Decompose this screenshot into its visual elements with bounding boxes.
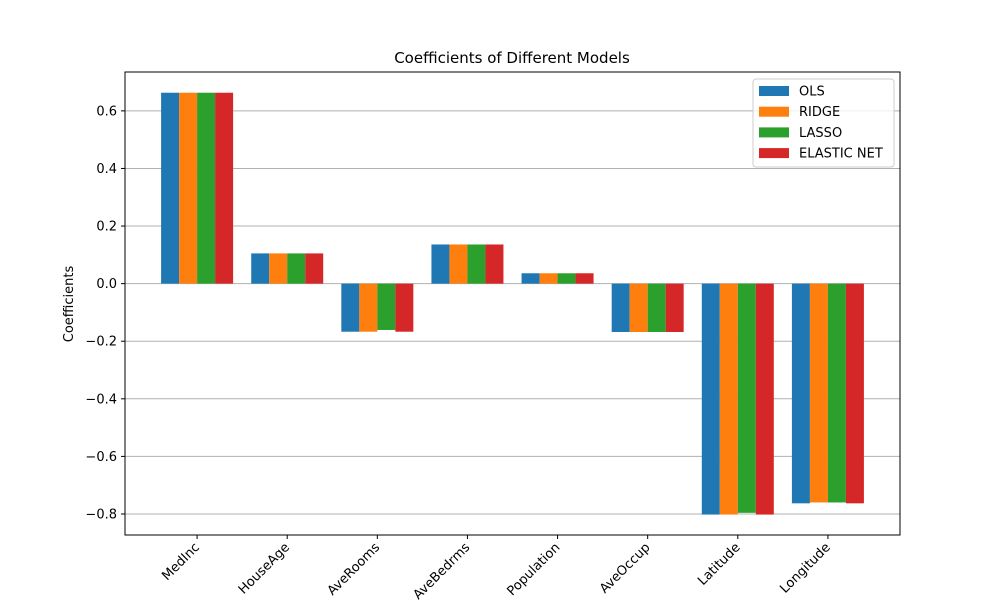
bar xyxy=(521,273,540,284)
x-tick-label: HouseAge xyxy=(236,540,293,597)
y-tick-label: −0.2 xyxy=(85,335,117,350)
x-tick-label: AveBedrms xyxy=(411,540,474,600)
legend-swatch xyxy=(759,86,789,96)
bar xyxy=(197,92,216,284)
bar xyxy=(359,283,378,332)
legend-label: LASSO xyxy=(799,126,842,141)
bar xyxy=(629,283,648,333)
x-tick-label: Latitude xyxy=(695,540,743,588)
y-tick-label: −0.8 xyxy=(85,507,117,522)
bars xyxy=(161,92,864,515)
legend-label: RIDGE xyxy=(799,105,840,120)
bar xyxy=(377,283,396,330)
bar xyxy=(341,283,360,332)
legend: OLS RIDGE LASSO ELASTIC NET xyxy=(752,78,895,168)
bar xyxy=(161,92,180,284)
bar xyxy=(287,253,306,284)
chart-title: Coefficients of Different Models xyxy=(394,49,630,67)
bar xyxy=(449,244,468,284)
bar xyxy=(719,283,738,515)
bar xyxy=(701,283,720,515)
legend-swatch xyxy=(759,106,789,117)
bar xyxy=(431,244,450,284)
bar xyxy=(827,283,846,503)
bar xyxy=(395,283,414,332)
legend-box xyxy=(752,78,895,168)
bar xyxy=(791,283,810,504)
y-tick-label: −0.6 xyxy=(85,450,117,465)
bar xyxy=(557,273,576,284)
bar xyxy=(611,283,630,333)
y-tick-label: 0.2 xyxy=(96,220,117,235)
bar xyxy=(215,92,234,284)
x-tick-label: AveRooms xyxy=(325,540,384,599)
legend-label: OLS xyxy=(799,85,825,100)
legend-swatch xyxy=(759,127,789,138)
x-tick-label: Longitude xyxy=(777,540,833,596)
y-tick-label: −0.4 xyxy=(85,392,117,407)
bar xyxy=(179,92,198,284)
y-ticks: 0.6 0.4 0.2 0.0 −0.2 −0.4 −0.6 −0.8 xyxy=(85,104,125,522)
axes xyxy=(124,71,901,536)
bar xyxy=(305,253,324,284)
bar xyxy=(575,273,594,284)
x-ticks: MedInc HouseAge AveRooms AveBedrms Populatio… xyxy=(159,535,834,600)
plot-frame xyxy=(124,71,901,536)
bar xyxy=(467,244,486,284)
bar xyxy=(845,283,864,504)
bar xyxy=(737,283,756,513)
gridlines xyxy=(125,110,900,515)
legend-swatch xyxy=(759,148,789,159)
x-tick-label: MedInc xyxy=(159,540,203,584)
bar xyxy=(539,273,558,284)
y-tick-label: 0.0 xyxy=(96,277,117,292)
bar xyxy=(665,283,684,333)
legend-label: ELASTIC NET xyxy=(799,147,883,162)
y-axis-label: Coefficients xyxy=(62,266,77,343)
bar xyxy=(809,283,828,503)
bar xyxy=(485,244,504,284)
bar xyxy=(647,283,666,333)
x-tick-label: Population xyxy=(504,540,563,599)
bar xyxy=(269,253,288,284)
y-tick-label: 0.4 xyxy=(96,162,117,177)
bar xyxy=(251,253,270,284)
x-tick-label: AveOccup xyxy=(597,540,653,596)
bar xyxy=(755,283,774,515)
y-tick-label: 0.6 xyxy=(96,104,117,119)
